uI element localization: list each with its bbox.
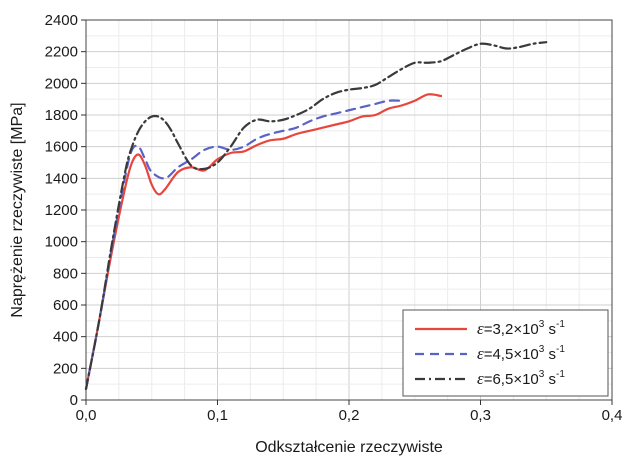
y-tick-label: 400 bbox=[53, 329, 78, 346]
y-tick-label: 200 bbox=[53, 360, 78, 377]
series-lines bbox=[84, 41, 548, 391]
y-tick-label: 600 bbox=[53, 297, 78, 314]
y-tick-label: 0 bbox=[70, 392, 78, 409]
y-axis: 0 200 400 600 800 1000 1200 1400 1600 1800 2000 220… bbox=[45, 12, 86, 409]
y-axis-label: Naprężenie rzeczywiste [MPa] bbox=[9, 102, 26, 317]
series-line-1 bbox=[84, 93, 443, 391]
x-tick-label: 0,2 bbox=[339, 407, 360, 424]
y-tick-label: 2400 bbox=[45, 12, 78, 29]
y-tick-label: 1400 bbox=[45, 170, 78, 187]
x-tick-label: 0,3 bbox=[470, 407, 491, 424]
y-tick-label: 1600 bbox=[45, 139, 78, 156]
y-tick-label: 2200 bbox=[45, 44, 78, 61]
x-tick-label: 0,1 bbox=[207, 407, 228, 424]
legend-label-3: ε=6,5×103 s-1 bbox=[477, 369, 565, 388]
x-axis: 0,0 0,1 0,2 0,3 0,4 bbox=[76, 400, 623, 424]
legend: ε=3,2×103 s-1 ε=4,5×103 s-1 ε=6,5×103 s-1 bbox=[402, 309, 609, 397]
y-tick-label: 1000 bbox=[45, 234, 78, 251]
x-tick-label: 0,4 bbox=[602, 407, 623, 424]
y-tick-label: 1800 bbox=[45, 107, 78, 124]
x-tick-label: 0,0 bbox=[76, 407, 97, 424]
y-tick-label: 1200 bbox=[45, 202, 78, 219]
x-axis-label: Odkształcenie rzeczywiste bbox=[255, 439, 443, 456]
legend-label-2: ε=4,5×103 s-1 bbox=[477, 344, 565, 363]
y-tick-label: 800 bbox=[53, 265, 78, 282]
series-line-3 bbox=[84, 41, 548, 391]
legend-label-1: ε=3,2×103 s-1 bbox=[477, 319, 565, 338]
y-tick-label: 2000 bbox=[45, 75, 78, 92]
